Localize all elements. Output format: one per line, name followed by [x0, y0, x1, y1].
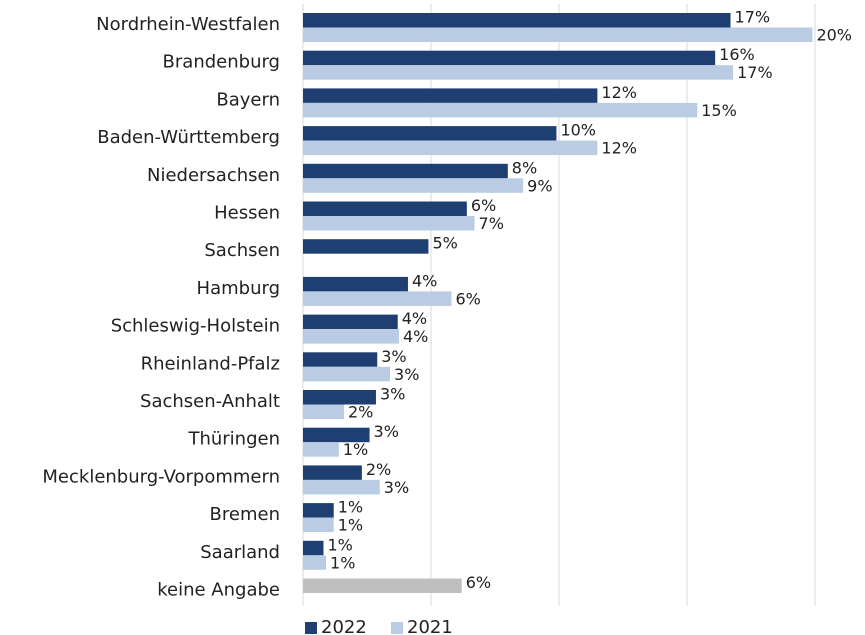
category-label: Bremen	[210, 504, 280, 525]
bar	[303, 314, 398, 330]
category-label: Baden-Württemberg	[97, 127, 280, 148]
category-label: Bayern	[216, 89, 280, 110]
value-label: 10%	[560, 121, 596, 140]
bar	[303, 465, 362, 480]
legend-label: 2022	[321, 617, 367, 635]
value-label: 1%	[338, 516, 363, 535]
value-label: 20%	[816, 26, 852, 45]
bar	[303, 65, 734, 80]
value-label: 4%	[402, 309, 427, 328]
category-label: Hamburg	[197, 278, 280, 299]
category-label: Rheinland-Pfalz	[141, 353, 280, 374]
category-label: Schleswig-Holstein	[111, 316, 280, 337]
bar	[303, 329, 399, 344]
value-label: 15%	[701, 101, 737, 120]
bar	[303, 50, 716, 66]
bar	[303, 216, 475, 231]
value-label: 3%	[384, 478, 409, 497]
value-label: 4%	[412, 271, 437, 290]
value-label: 16%	[719, 45, 755, 64]
bar	[303, 427, 370, 443]
value-label: 1%	[330, 553, 355, 572]
value-label: 6%	[455, 289, 480, 308]
value-label: 2%	[366, 460, 391, 479]
bar	[303, 13, 731, 28]
category-label: Mecklenburg-Vorpommern	[42, 466, 280, 487]
bar	[303, 404, 344, 419]
bar	[303, 88, 598, 103]
bar	[303, 352, 378, 367]
category-label: Niedersachsen	[147, 165, 280, 186]
bar	[303, 390, 376, 405]
bar	[303, 540, 324, 556]
bar	[303, 442, 339, 457]
bar	[303, 102, 698, 118]
bar	[303, 201, 467, 216]
value-label: 7%	[479, 214, 504, 233]
value-label: 6%	[466, 573, 491, 592]
value-label: 1%	[327, 535, 352, 554]
value-label: 3%	[394, 365, 419, 384]
value-label: 12%	[601, 139, 637, 158]
value-label: 6%	[471, 196, 496, 215]
category-label: Saarland	[200, 542, 280, 563]
category-label: Brandenburg	[163, 52, 280, 73]
bar	[303, 291, 452, 306]
bar	[303, 555, 327, 570]
value-label: 8%	[512, 158, 537, 177]
category-label: Sachsen-Anhalt	[140, 391, 280, 412]
legend-label: 2021	[407, 617, 453, 635]
value-label: 12%	[601, 83, 637, 102]
bar	[303, 27, 813, 42]
bar	[303, 178, 524, 193]
bar	[303, 239, 429, 254]
value-label: 1%	[343, 440, 368, 459]
value-label: 3%	[380, 385, 405, 404]
value-label: 9%	[527, 176, 552, 195]
bar	[303, 276, 408, 292]
category-label: Hessen	[214, 203, 280, 224]
category-label: Nordrhein-Westfalen	[96, 14, 280, 35]
bar	[303, 517, 334, 533]
bar	[303, 140, 598, 156]
bar	[303, 503, 334, 518]
bar	[303, 578, 462, 593]
legend-swatch	[305, 622, 317, 634]
bar	[303, 479, 380, 495]
category-label: keine Angabe	[157, 580, 280, 601]
value-label: 17%	[735, 8, 771, 27]
value-label: 5%	[432, 234, 457, 253]
value-label: 4%	[403, 327, 428, 346]
value-label: 1%	[338, 498, 363, 517]
bar	[303, 366, 391, 382]
value-label: 3%	[374, 422, 399, 441]
legend-swatch	[391, 622, 403, 634]
category-label: Thüringen	[187, 429, 280, 450]
value-label: 3%	[381, 347, 406, 366]
bar	[303, 126, 557, 141]
value-label: 2%	[348, 403, 373, 422]
value-label: 17%	[737, 63, 773, 82]
bar	[303, 163, 508, 179]
category-label: Sachsen	[204, 240, 280, 261]
